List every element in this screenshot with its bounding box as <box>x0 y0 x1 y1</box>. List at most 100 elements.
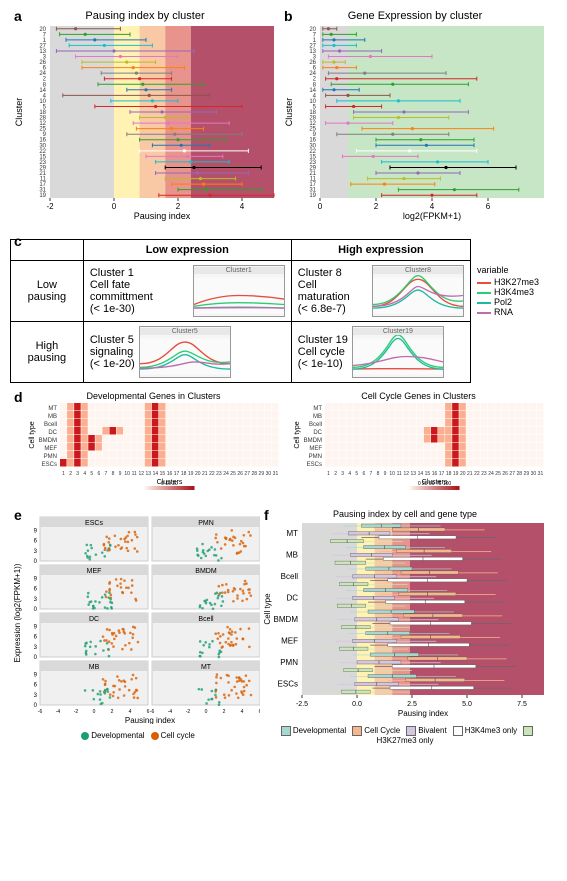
svg-text:-2: -2 <box>74 709 79 715</box>
svg-text:23: 23 <box>481 471 487 477</box>
svg-text:-6: -6 <box>38 709 43 715</box>
svg-text:ESCs: ESCs <box>278 679 298 688</box>
panel-e-chart: ESCs0369PMNMEF0369BMDMDC0369BcellMB0369-… <box>10 509 260 724</box>
svg-text:MEF: MEF <box>87 568 102 575</box>
svg-text:29: 29 <box>524 471 530 477</box>
panel-a: a Pausing index by cluster 2071271332662… <box>10 10 280 227</box>
svg-text:-6: -6 <box>150 709 155 715</box>
panel-c-table: Low expressionHigh expressionLow pausing… <box>10 239 471 383</box>
svg-text:3: 3 <box>34 597 38 603</box>
svg-text:5: 5 <box>355 471 358 477</box>
svg-text:9: 9 <box>34 576 38 582</box>
svg-text:6: 6 <box>486 202 491 211</box>
svg-text:MEF: MEF <box>44 446 57 452</box>
svg-text:Cluster: Cluster <box>14 98 24 127</box>
svg-text:14: 14 <box>153 471 159 477</box>
svg-text:26: 26 <box>237 471 243 477</box>
svg-text:PMN: PMN <box>198 520 214 527</box>
svg-text:Expression (log2(FPKM+1)): Expression (log2(FPKM+1)) <box>13 563 22 662</box>
heatmap-cc-chart: MTMBBcellDCBMDMMEFPMNESCs123456789101112… <box>291 401 546 496</box>
svg-text:20: 20 <box>195 471 201 477</box>
svg-text:MB: MB <box>48 414 57 420</box>
svg-text:MB: MB <box>313 414 322 420</box>
svg-text:20: 20 <box>460 471 466 477</box>
svg-text:BMDM: BMDM <box>274 615 299 624</box>
svg-text:MT: MT <box>286 529 298 538</box>
svg-text:4: 4 <box>129 709 132 715</box>
svg-text:11: 11 <box>132 471 137 477</box>
svg-text:8: 8 <box>112 471 115 477</box>
svg-text:0: 0 <box>112 202 117 211</box>
svg-text:Cluster: Cluster <box>284 98 294 127</box>
panel-b-title: Gene Expression by cluster <box>280 10 550 22</box>
svg-text:2: 2 <box>223 709 226 715</box>
svg-text:0: 0 <box>34 607 38 613</box>
panel-d: d Developmental Genes in Clusters MTMBBc… <box>10 391 557 501</box>
svg-text:4: 4 <box>240 202 245 211</box>
svg-text:MT: MT <box>313 406 322 412</box>
svg-text:Pausing index: Pausing index <box>125 716 175 724</box>
panel-a-label: a <box>14 8 22 24</box>
panel-a-chart: 2071271332662428144105182812259163022152… <box>10 22 280 222</box>
svg-text:18: 18 <box>181 471 187 477</box>
svg-text:Bcell: Bcell <box>281 572 299 581</box>
svg-text:DC: DC <box>313 430 322 436</box>
panel-f-title: Pausing index by cell and gene type <box>260 509 550 519</box>
svg-text:1: 1 <box>62 471 65 477</box>
svg-text:MEF: MEF <box>281 636 298 645</box>
panel-e-label: e <box>14 507 22 523</box>
svg-text:6: 6 <box>97 471 100 477</box>
svg-text:2: 2 <box>69 471 72 477</box>
svg-text:DC: DC <box>89 616 99 623</box>
svg-text:29: 29 <box>259 471 265 477</box>
svg-text:4: 4 <box>430 202 435 211</box>
panel-b-chart: 2071271332662428144105182812259163022152… <box>280 22 550 222</box>
panel-f-chart: MTMBBcellDCBMDMMEFPMNESCs-2.50.02.55.07.… <box>260 519 550 719</box>
svg-text:19: 19 <box>188 471 194 477</box>
svg-text:2: 2 <box>334 471 337 477</box>
svg-text:-2: -2 <box>46 202 54 211</box>
svg-text:15: 15 <box>425 471 431 477</box>
svg-text:ESCs: ESCs <box>42 462 57 468</box>
svg-text:3: 3 <box>34 693 38 699</box>
svg-text:0: 0 <box>318 202 323 211</box>
svg-text:Pausing index: Pausing index <box>134 211 191 221</box>
svg-text:12: 12 <box>403 471 409 477</box>
svg-text:21: 21 <box>467 471 473 477</box>
svg-text:6: 6 <box>362 471 365 477</box>
panel-e-legend: DevelopmentalCell cycle <box>10 731 260 740</box>
heatmap-cc-title: Cell Cycle Genes in Clusters <box>291 391 546 401</box>
svg-text:ESCs: ESCs <box>85 520 103 527</box>
svg-text:Bcell: Bcell <box>198 616 214 623</box>
svg-text:9: 9 <box>384 471 387 477</box>
svg-text:-4: -4 <box>168 709 173 715</box>
svg-text:7.5: 7.5 <box>517 701 527 708</box>
svg-text:27: 27 <box>509 471 515 477</box>
svg-text:6: 6 <box>34 683 38 689</box>
svg-text:15: 15 <box>160 471 166 477</box>
svg-text:MT: MT <box>48 406 57 412</box>
panel-c-label: c <box>14 233 22 249</box>
svg-text:2.5: 2.5 <box>407 701 417 708</box>
svg-text:19: 19 <box>39 193 46 199</box>
svg-text:11: 11 <box>397 471 402 477</box>
svg-text:17: 17 <box>174 471 180 477</box>
svg-text:3: 3 <box>341 471 344 477</box>
svg-text:MB: MB <box>89 664 100 671</box>
svg-text:-2.5: -2.5 <box>296 701 308 708</box>
svg-text:2: 2 <box>111 709 114 715</box>
svg-text:3: 3 <box>34 549 38 555</box>
svg-text:19: 19 <box>309 193 316 199</box>
svg-text:7: 7 <box>105 471 108 477</box>
heatmap-dev-chart: MTMBBcellDCBMDMMEFPMNESCs123456789101112… <box>26 401 281 496</box>
svg-text:9: 9 <box>34 528 38 534</box>
svg-text:19: 19 <box>453 471 459 477</box>
svg-text:28: 28 <box>516 471 522 477</box>
svg-text:12: 12 <box>138 471 144 477</box>
svg-text:-2: -2 <box>186 709 191 715</box>
svg-text:BMDM: BMDM <box>39 438 57 444</box>
svg-text:6: 6 <box>34 635 38 641</box>
panel-f-legend: DevelopmentalCell CycleBivalentH3K4me3 o… <box>260 726 550 745</box>
svg-text:-4: -4 <box>56 709 61 715</box>
svg-text:Cell type: Cell type <box>29 421 36 448</box>
